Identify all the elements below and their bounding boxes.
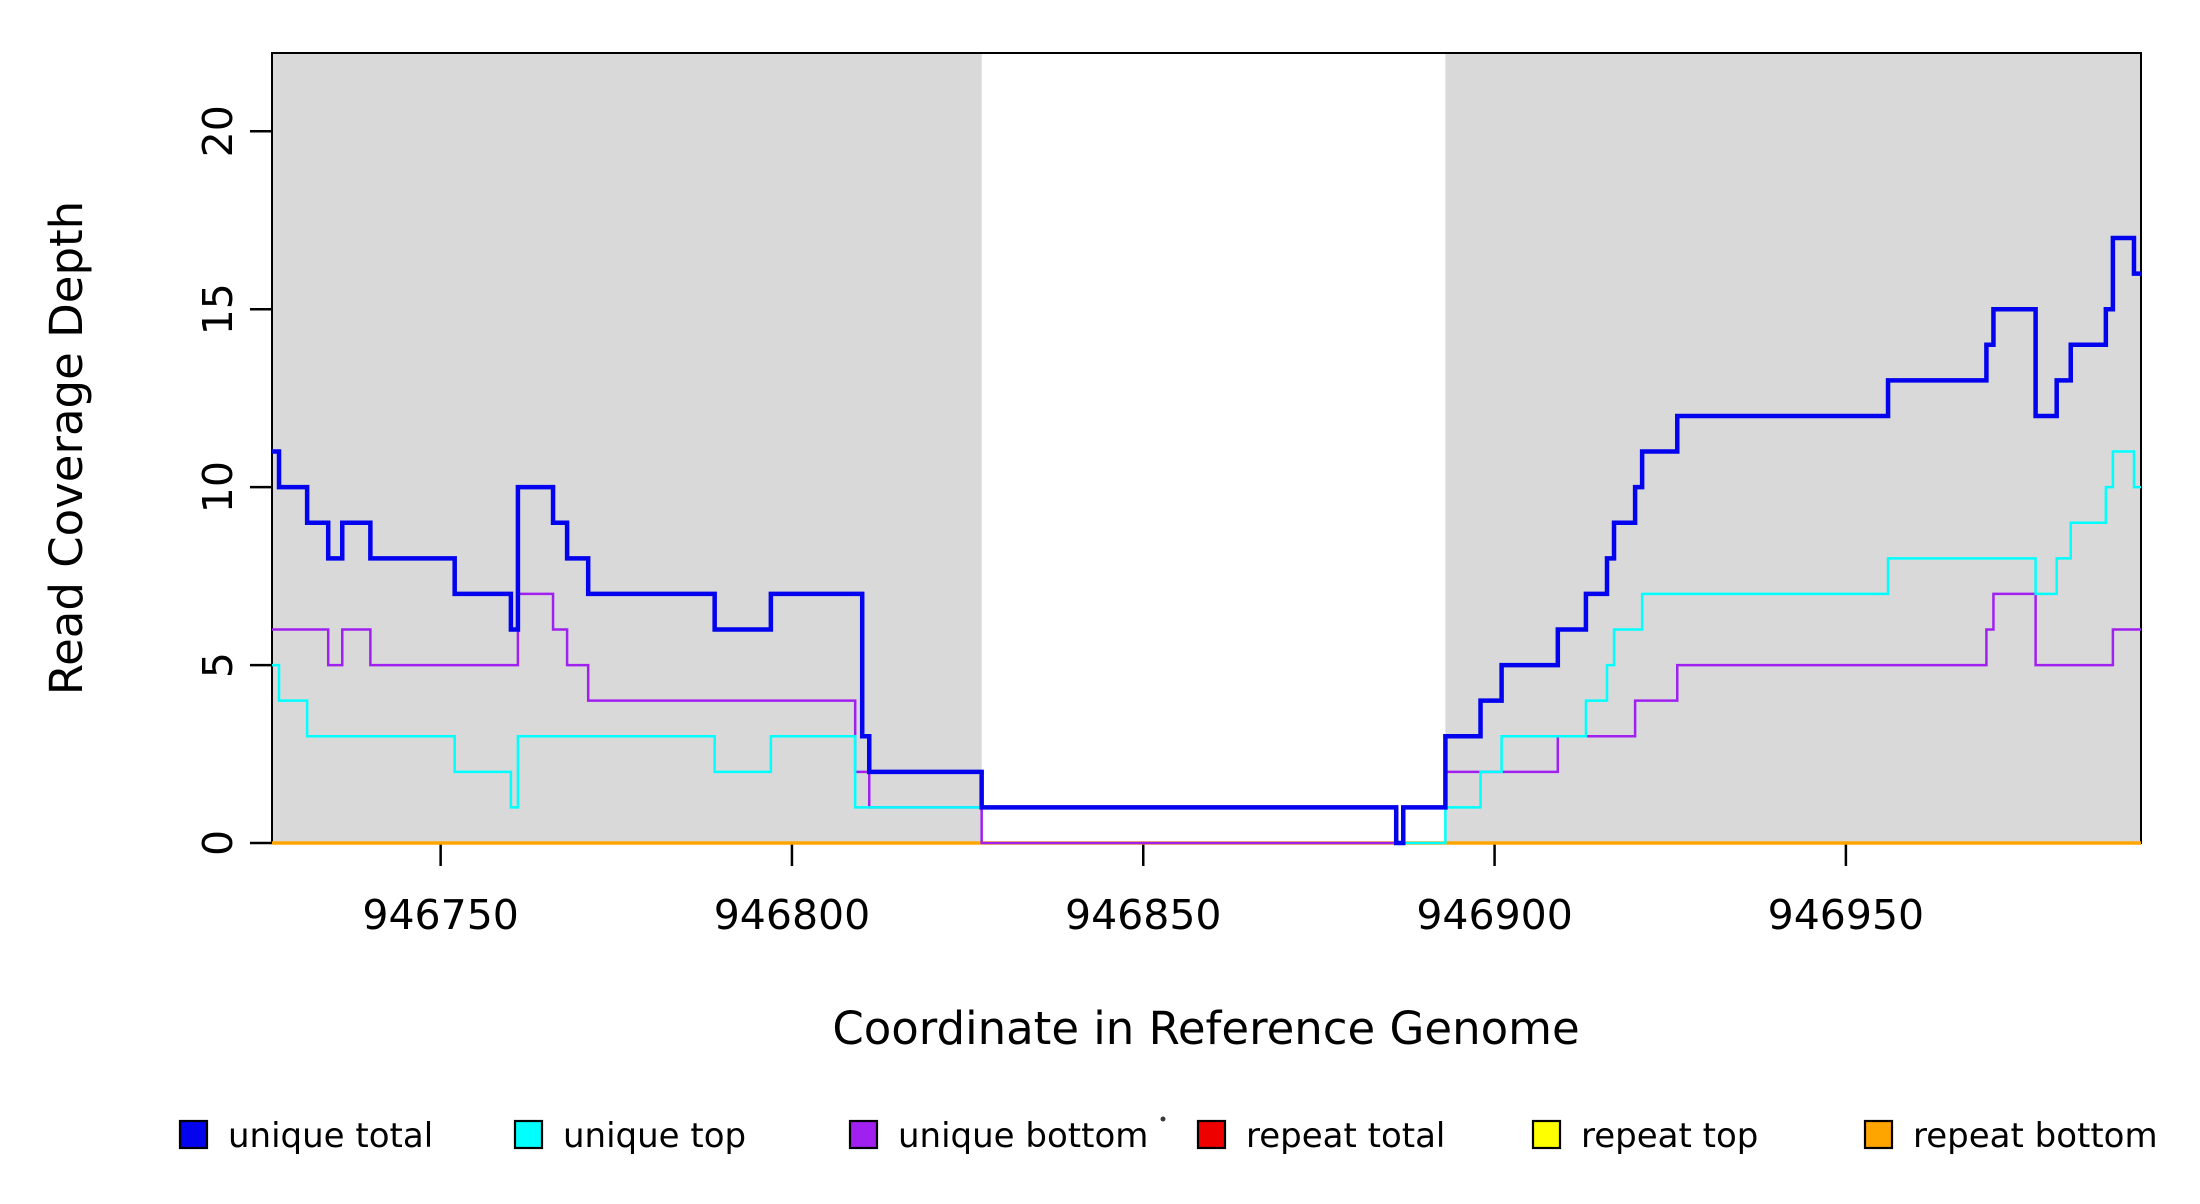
y-tick-label: 0 — [194, 830, 242, 856]
legend-label: unique bottom — [898, 1116, 1148, 1156]
legend-label: unique top — [563, 1116, 746, 1156]
x-tick-label: 946850 — [1065, 891, 1222, 939]
stray-dot — [1160, 1116, 1166, 1122]
legend-label: repeat bottom — [1913, 1116, 2158, 1156]
legend-label: unique total — [228, 1116, 433, 1156]
y-tick-label: 20 — [194, 105, 242, 157]
x-tick-label: 946900 — [1416, 891, 1573, 939]
series-unique-top — [272, 450, 2141, 845]
legend-swatch — [1196, 1119, 1227, 1150]
y-tick-label: 5 — [194, 652, 242, 678]
legend-item-unique-bottom: unique bottom — [848, 1116, 1148, 1156]
legend-label: repeat top — [1581, 1116, 1758, 1156]
chart-layers: 0 5 10 15 20 946750 946800 946850 946900 946950 — [194, 52, 2142, 939]
series-unique-bottom — [272, 592, 2141, 845]
legend-swatch — [848, 1119, 879, 1150]
x-tick-label: 946750 — [362, 891, 519, 939]
legend-item-repeat-bottom: repeat bottom — [1863, 1116, 2158, 1156]
legend-swatch — [178, 1119, 209, 1150]
shaded-region — [272, 53, 982, 843]
legend-swatch — [1531, 1119, 1562, 1150]
legend-label: repeat total — [1246, 1116, 1445, 1156]
x-tick-label: 946800 — [714, 891, 871, 939]
legend-item-repeat-top: repeat top — [1531, 1116, 1758, 1156]
y-tick-label: 15 — [194, 283, 242, 335]
series-unique-total — [272, 235, 2141, 846]
y-tick-label: 10 — [194, 461, 242, 513]
legend-item-repeat-total: repeat total — [1196, 1116, 1445, 1156]
legend: unique total unique top unique bottom repea… — [178, 1116, 2158, 1156]
x-tick-label: 946950 — [1768, 891, 1925, 939]
legend-swatch — [1863, 1119, 1894, 1150]
y-axis-title: Read Coverage Depth — [40, 201, 93, 695]
legend-item-unique-total: unique total — [178, 1116, 433, 1156]
legend-item-unique-top: unique top — [513, 1116, 746, 1156]
shaded-region — [1445, 53, 2141, 843]
x-axis-title: Coordinate in Reference Genome — [832, 1002, 1579, 1055]
legend-swatch — [513, 1119, 544, 1150]
